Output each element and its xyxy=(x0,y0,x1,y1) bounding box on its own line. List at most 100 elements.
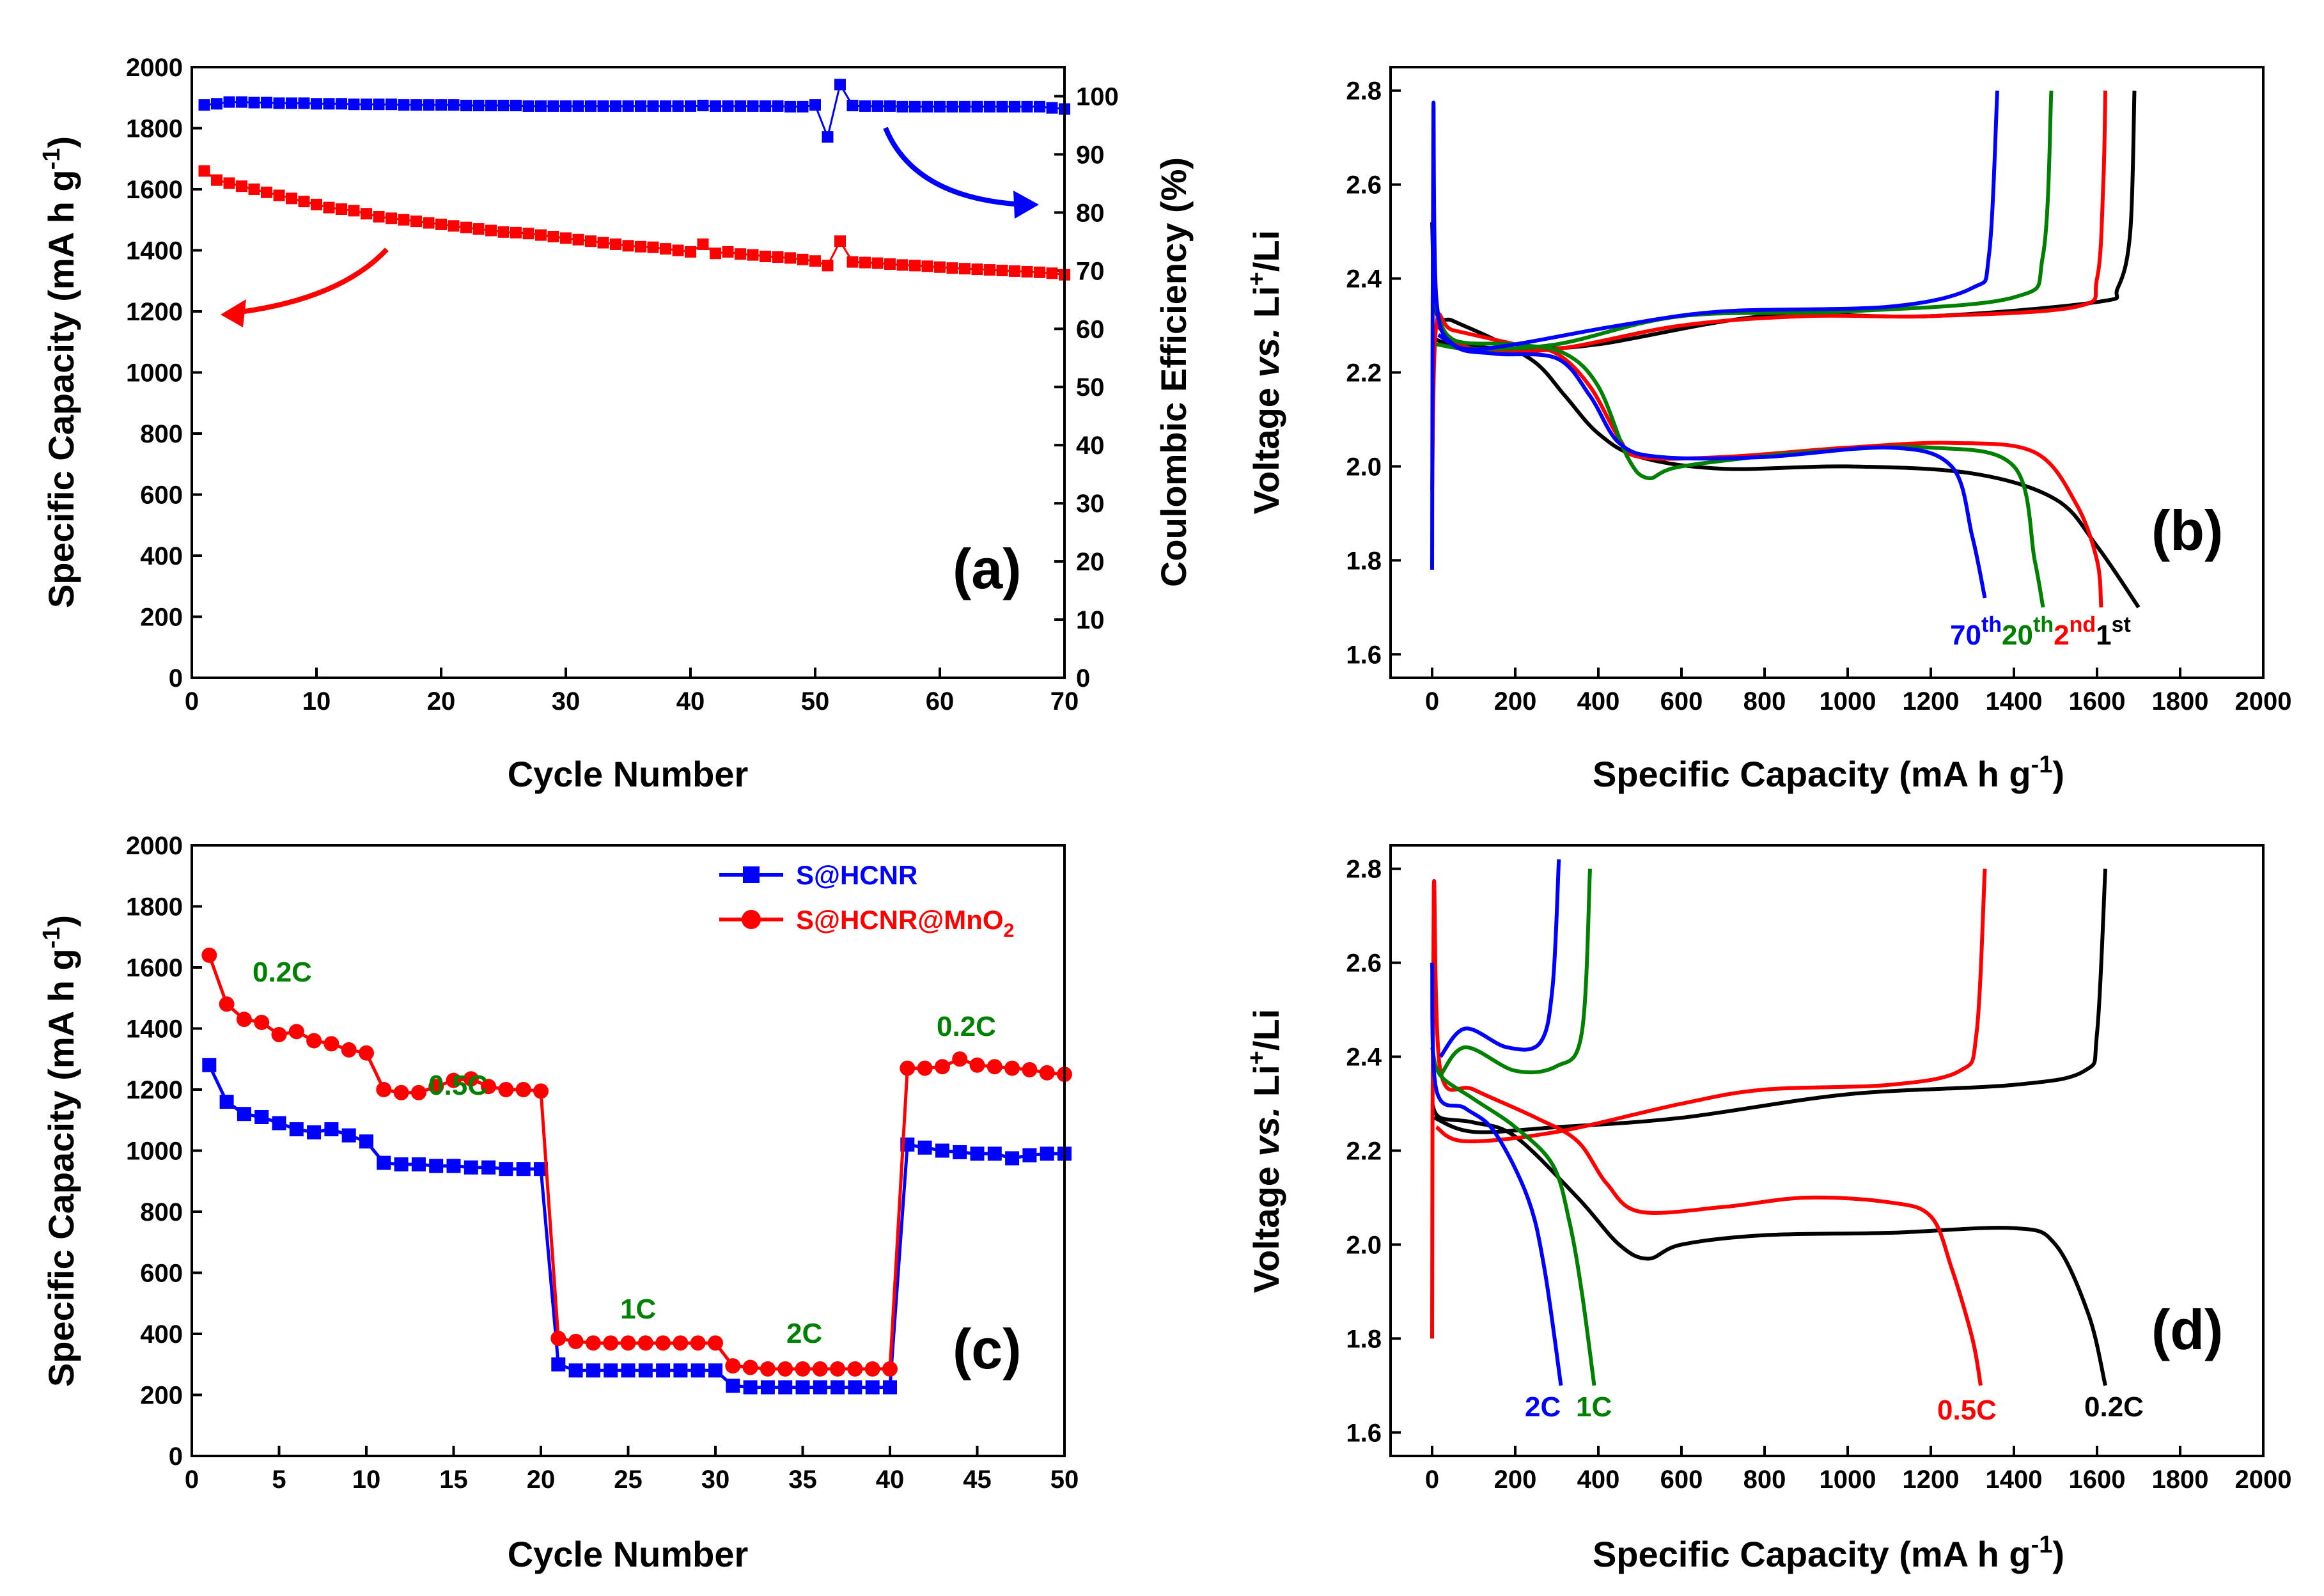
x-tick-label: 2000 xyxy=(2235,1466,2292,1494)
data-point xyxy=(871,100,884,112)
data-point xyxy=(560,100,572,112)
data-point xyxy=(772,251,784,263)
data-point xyxy=(952,1051,968,1067)
data-point xyxy=(547,100,559,112)
data-point xyxy=(359,1134,373,1149)
data-point xyxy=(726,1379,740,1393)
y-tick-label: 1600 xyxy=(126,954,183,982)
y2-tick-label: 50 xyxy=(1076,373,1105,402)
data-point xyxy=(522,100,534,112)
data-point xyxy=(610,238,621,250)
data-point xyxy=(735,100,746,112)
data-point xyxy=(198,99,210,111)
data-point xyxy=(996,100,1008,113)
curve-2nd-charge xyxy=(1435,90,2107,354)
x-tick-label: 600 xyxy=(1660,687,1703,716)
y2-tick-label: 20 xyxy=(1076,548,1105,576)
panel-b-ylabel: Voltage vs. Li+/Li xyxy=(1244,230,1286,514)
data-point xyxy=(987,1059,1002,1075)
data-point xyxy=(934,261,946,273)
data-point xyxy=(822,131,834,143)
panel-b-cycle-labels: 70th20th2nd1st xyxy=(1950,613,2131,651)
data-point xyxy=(585,100,597,112)
panel-c-ylabel: Specific Capacity (mA h g-1) xyxy=(38,915,81,1387)
x-tick-label: 1600 xyxy=(2069,1466,2126,1494)
y2-tick-label: 90 xyxy=(1076,141,1105,169)
data-point xyxy=(202,1058,217,1072)
legend-label-s-hcnr: S@HCNR xyxy=(796,860,917,890)
data-point xyxy=(211,174,222,186)
curve-05c-discharge xyxy=(1430,879,1983,1386)
y-tick-label: 2000 xyxy=(126,832,183,860)
data-point xyxy=(307,1125,322,1139)
panel-c-rate-4: 0.2C xyxy=(937,1011,996,1042)
data-point xyxy=(435,99,447,111)
panel-d: 0 200 400 600 800 1000 1200 1400 1600 1800 2000 1.6… xyxy=(1244,844,2292,1574)
data-point xyxy=(647,241,659,253)
x-tick-label: 70 xyxy=(1050,687,1079,716)
data-point xyxy=(809,255,821,267)
data-point xyxy=(236,1012,252,1028)
data-point xyxy=(341,1042,357,1058)
data-point xyxy=(1005,1151,1020,1166)
data-point xyxy=(655,1335,671,1351)
data-point xyxy=(935,1143,949,1158)
curve-02c-charge xyxy=(1433,868,2107,1134)
data-point xyxy=(984,100,995,113)
data-point xyxy=(311,98,322,110)
data-point xyxy=(394,1157,409,1171)
data-point xyxy=(846,256,859,268)
data-point xyxy=(373,210,385,223)
data-point xyxy=(535,100,547,112)
data-point xyxy=(289,1122,304,1137)
data-point xyxy=(656,1363,671,1378)
data-point xyxy=(846,100,859,112)
panel-a-frame xyxy=(191,66,1066,679)
y-tick-label: 2.6 xyxy=(1346,950,1382,978)
data-point xyxy=(398,99,410,111)
x-tick-label: 1000 xyxy=(1820,1466,1876,1494)
y2-tick-label: 70 xyxy=(1076,257,1105,285)
panel-b-xlabel: Specific Capacity (mA h g-1) xyxy=(1593,751,2064,794)
panel-c-label: (c) xyxy=(953,1317,1022,1381)
panel-a-xlabel: Cycle Number xyxy=(508,754,749,794)
data-point xyxy=(710,100,721,112)
data-point xyxy=(896,100,909,113)
data-point xyxy=(341,1128,356,1143)
panel-c-rate-1: 0.5C xyxy=(428,1070,488,1101)
data-point xyxy=(778,1380,793,1395)
panel-c-xlabel: Cycle Number xyxy=(508,1534,749,1574)
data-point xyxy=(498,1082,514,1097)
data-point xyxy=(987,1146,1002,1161)
data-point xyxy=(223,96,235,108)
data-point xyxy=(760,251,771,263)
data-point xyxy=(410,215,422,228)
data-point xyxy=(429,1159,444,1173)
data-point xyxy=(831,1380,845,1395)
data-point xyxy=(747,249,759,261)
y2-tick-label: 60 xyxy=(1076,315,1105,343)
data-point xyxy=(620,1335,636,1351)
data-point xyxy=(463,1071,479,1087)
data-point xyxy=(497,100,510,112)
panel-d-rate-02c: 0.2C xyxy=(2084,1391,2144,1423)
data-point xyxy=(448,220,460,232)
data-point xyxy=(934,1059,950,1075)
data-point xyxy=(288,1024,304,1040)
data-point xyxy=(900,1060,916,1076)
x-tick-label: 60 xyxy=(926,687,955,716)
data-point xyxy=(248,184,260,195)
y-tick-label: 2.8 xyxy=(1346,77,1382,106)
curve-70th-charge xyxy=(1437,90,1999,352)
data-point xyxy=(708,1363,722,1378)
data-point xyxy=(865,1380,880,1395)
panel-a-y2label: Coulombic Efficiency (%) xyxy=(1153,157,1194,587)
data-point xyxy=(446,1072,462,1088)
y-tick-label: 800 xyxy=(140,420,183,448)
data-point xyxy=(822,260,834,272)
data-point xyxy=(690,1335,706,1351)
data-point xyxy=(211,98,222,110)
data-point xyxy=(969,1057,985,1073)
x-tick-label: 30 xyxy=(552,687,581,716)
data-point xyxy=(1009,265,1020,277)
